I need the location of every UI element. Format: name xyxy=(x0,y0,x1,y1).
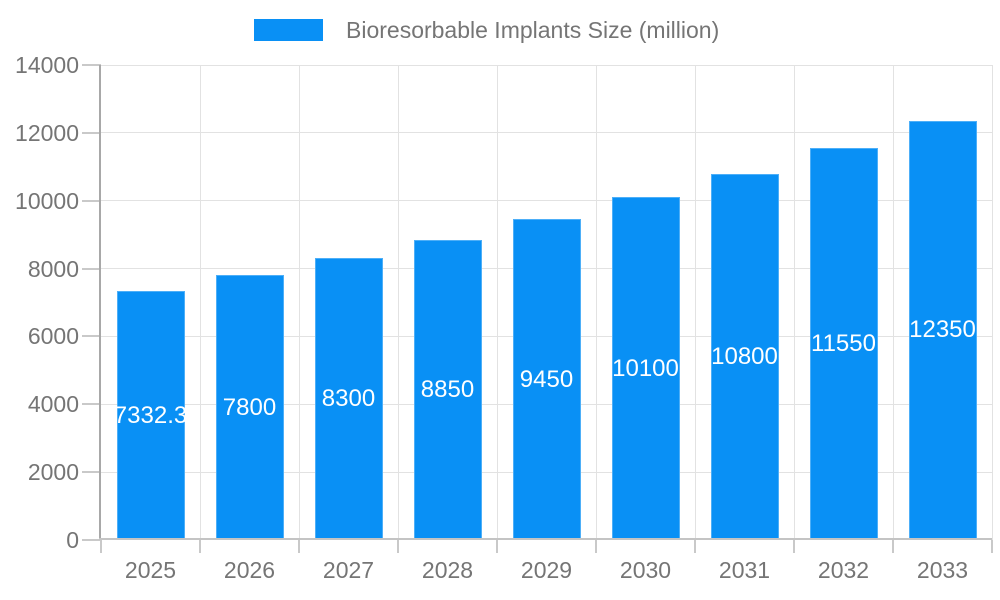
x-tick-label: 2030 xyxy=(619,557,672,583)
y-gridline xyxy=(101,132,992,134)
bar-value-label: 9450 xyxy=(519,365,574,393)
legend-item[interactable]: Bioresorbable Implants Size (million) xyxy=(254,17,720,43)
bar[interactable] xyxy=(314,258,383,540)
x-tick xyxy=(298,540,300,553)
x-tick xyxy=(397,540,399,553)
x-tick xyxy=(199,540,201,553)
y-axis-line xyxy=(99,65,101,540)
x-tick xyxy=(496,540,498,553)
bar-value-label: 7332.3 xyxy=(113,401,188,429)
x-gridline xyxy=(694,65,696,540)
legend-swatch-icon xyxy=(254,19,323,41)
bar-value-label: 8300 xyxy=(321,385,376,413)
bar[interactable] xyxy=(908,120,977,540)
bar-value-label: 10100 xyxy=(612,354,679,382)
y-tick-label: 0 xyxy=(66,527,79,553)
x-gridline xyxy=(496,65,498,540)
x-gridline xyxy=(199,65,201,540)
y-tick xyxy=(82,267,101,270)
y-tick xyxy=(82,131,101,134)
x-tick-label: 2026 xyxy=(223,557,276,583)
bar-value-label: 7800 xyxy=(222,393,277,421)
x-gridline xyxy=(793,65,795,540)
x-tick xyxy=(892,540,894,553)
x-tick-label: 2032 xyxy=(817,557,870,583)
x-tick xyxy=(595,540,597,553)
plot-area: 0 2000 4000 6000 8000 10000 12000 14000 7332.3 20… xyxy=(15,52,993,583)
y-tick-label: 14000 xyxy=(15,52,79,78)
y-gridline xyxy=(101,200,992,202)
y-tick xyxy=(82,335,101,338)
y-tick-label: 8000 xyxy=(27,255,79,282)
y-tick xyxy=(82,64,101,66)
x-gridline xyxy=(991,65,993,540)
x-tick xyxy=(100,540,102,553)
bar[interactable] xyxy=(116,291,185,540)
bar[interactable] xyxy=(413,239,482,540)
bar[interactable] xyxy=(710,173,779,540)
x-tick-label: 2029 xyxy=(520,557,573,583)
bar[interactable] xyxy=(512,219,581,540)
legend-label: Bioresorbable Implants Size (million) xyxy=(346,17,720,43)
x-tick-label: 2031 xyxy=(718,557,771,583)
bar-value-label: 10800 xyxy=(711,342,778,370)
y-tick-label: 12000 xyxy=(15,119,79,146)
x-gridline xyxy=(298,65,300,540)
bar-value-label: 8850 xyxy=(420,375,475,403)
y-gridline xyxy=(101,64,992,66)
x-gridline xyxy=(892,65,894,540)
y-tick xyxy=(82,471,101,474)
y-tick xyxy=(82,539,101,541)
y-tick-label: 10000 xyxy=(15,187,79,214)
y-tick-label: 4000 xyxy=(27,391,79,418)
x-tick xyxy=(991,540,993,553)
x-tick-label: 2025 xyxy=(124,557,177,583)
x-tick-label: 2033 xyxy=(916,557,969,583)
bar-value-label: 12350 xyxy=(909,316,976,344)
x-tick-label: 2027 xyxy=(322,557,375,583)
y-tick xyxy=(82,403,101,406)
x-gridline xyxy=(397,65,399,540)
bar[interactable] xyxy=(611,197,680,540)
x-gridline xyxy=(595,65,597,540)
x-tick xyxy=(694,540,696,553)
x-tick xyxy=(793,540,795,553)
y-tick xyxy=(82,199,101,202)
bar[interactable] xyxy=(809,148,878,540)
y-tick-label: 2000 xyxy=(27,459,79,486)
x-axis-line xyxy=(99,538,992,540)
y-tick-label: 6000 xyxy=(27,323,79,350)
bar-value-label: 11550 xyxy=(811,330,876,358)
x-tick-label: 2028 xyxy=(421,557,474,583)
